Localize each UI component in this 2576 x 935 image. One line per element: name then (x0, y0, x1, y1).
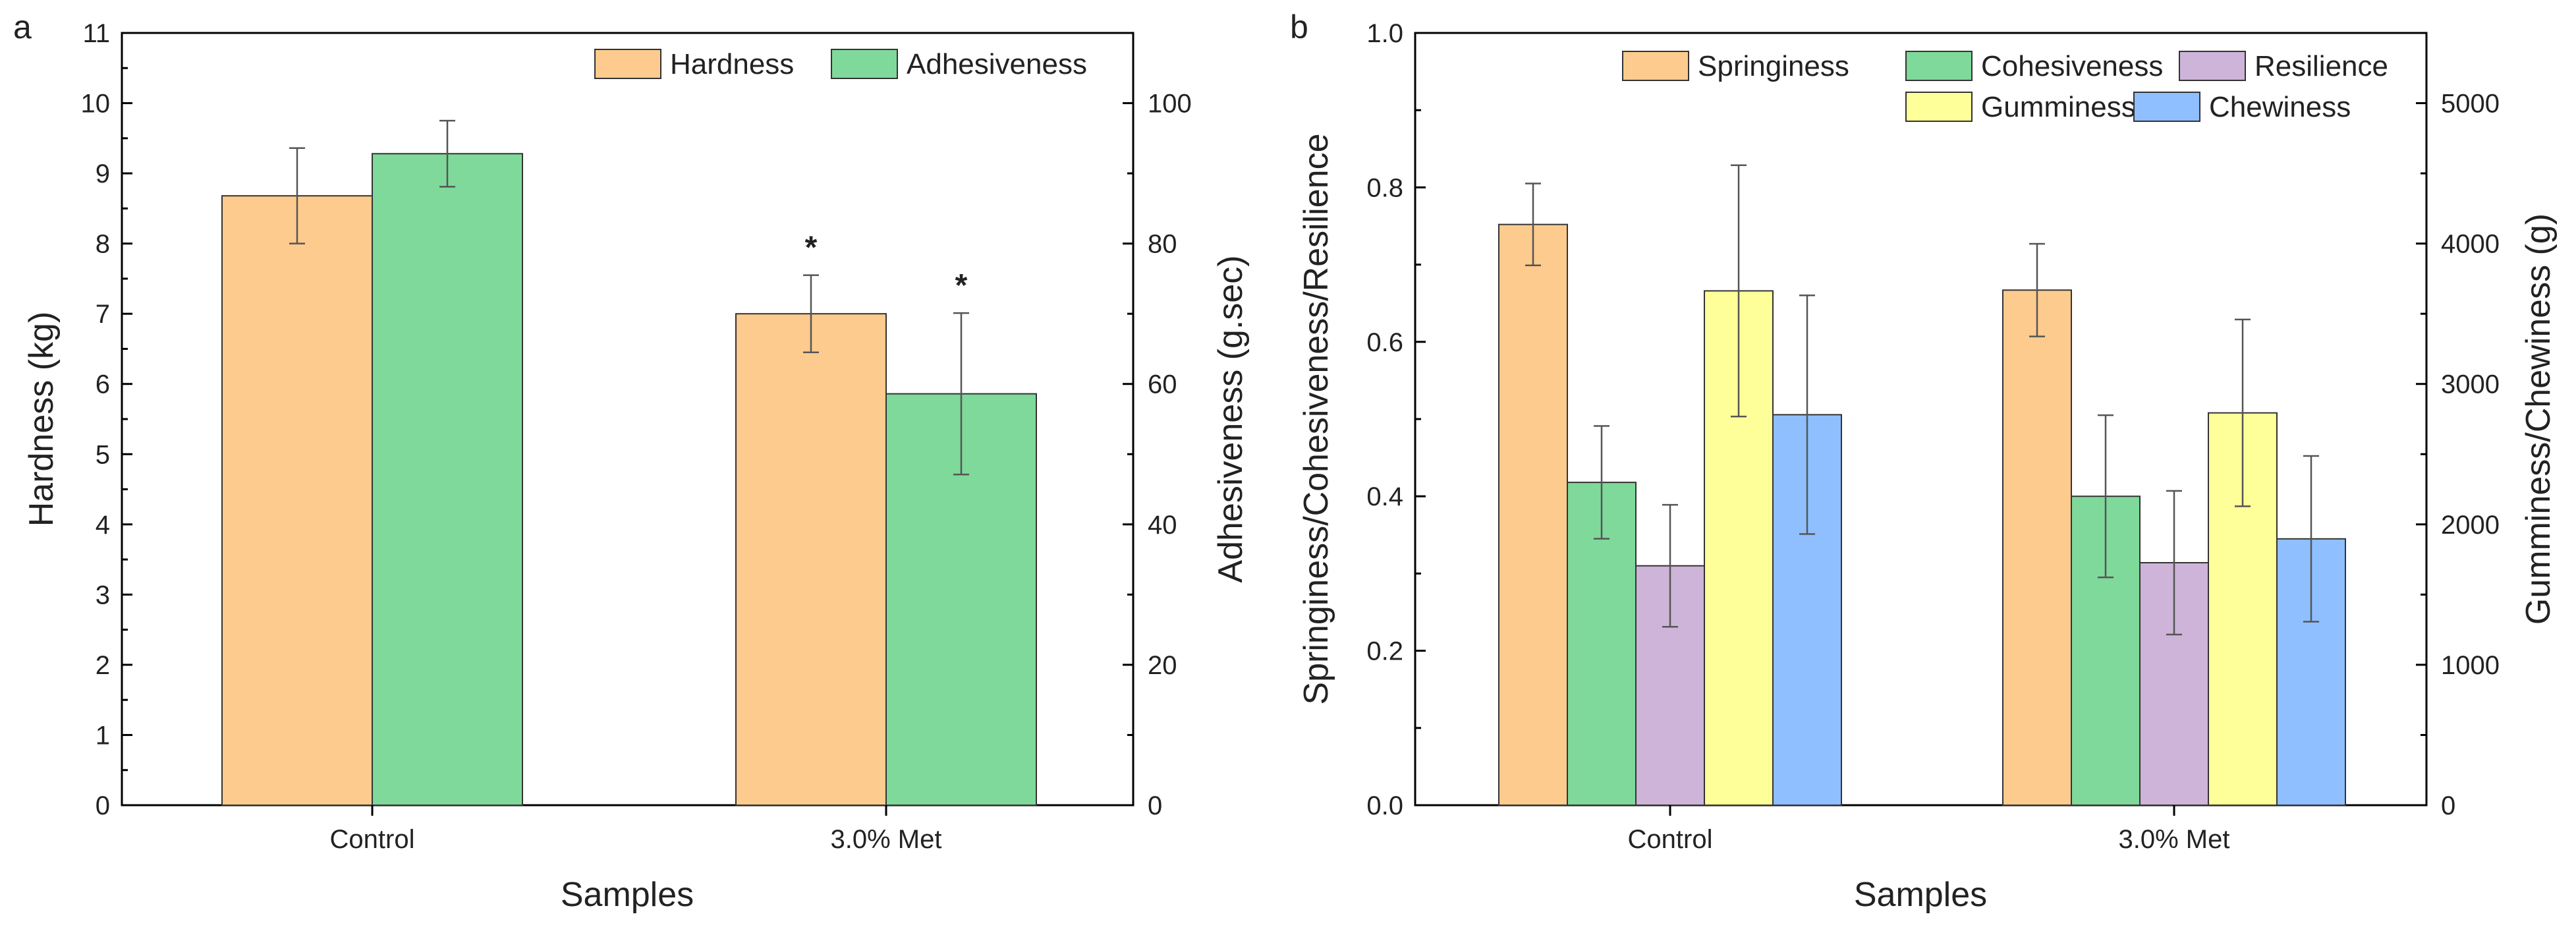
panel-a-legend-label-adhesiveness: Adhesiveness (907, 48, 1087, 80)
panel-b-right-tick-label: 5000 (2441, 90, 2500, 119)
panel-a-left-tick-label: 7 (96, 300, 110, 329)
panel-b-bars (1498, 164, 2346, 806)
panel-a-left-tick-label: 1 (96, 721, 110, 750)
panel-a-significance-mark: * (955, 268, 968, 303)
panel-b-legend-label-resilience: Resilience (2254, 50, 2388, 82)
panel-a-bars: ** (221, 119, 1037, 807)
panel-b-left-tick-label: 0.4 (1366, 482, 1403, 511)
panel-a-ylabel-right: Adhesiveness (g.sec) (1212, 255, 1250, 582)
panel-b-legend-label-springiness: Springiness (1698, 50, 1849, 82)
panel-b-legend-label-cohesiveness: Cohesiveness (1981, 50, 2163, 82)
panel-a-left-tick-label: 9 (96, 159, 110, 188)
panel-a-left-tick-label: 10 (81, 90, 111, 119)
panel-b-legend-swatch-chewiness (2133, 92, 2200, 122)
panel-a-xlabel: Samples (561, 876, 694, 914)
panel-b-legend-swatch-resilience (2179, 51, 2246, 81)
panel-a-right-tick-label: 40 (1148, 511, 1177, 540)
panel-b-legend: Springiness Cohesiveness Resilience Gummine… (1622, 50, 2388, 123)
panel-b-right-tick-label: 3000 (2441, 370, 2500, 399)
panel-a-chart: a Samples Hardness (kg) Adhesiveness (g.… (13, 9, 1250, 914)
panel-a-left-tick-label: 6 (96, 370, 110, 399)
panel-a-legend-label-hardness: Hardness (670, 48, 794, 80)
panel-a-left-tick-label: 11 (82, 19, 110, 48)
panel-a-left-ticks: 0 1 2 3 4 5 6 7 8 9 10 11 (81, 19, 132, 820)
panel-b-right-tick-label: 0 (2441, 791, 2455, 820)
panel-b-right-tick-label: 1000 (2441, 651, 2500, 680)
panel-a-bar-hardness-1 (735, 313, 887, 806)
panel-b-chart: b Samples Springiness/Cohesiveness/Resil… (1290, 9, 2558, 914)
panel-a-legend-swatch-hardness (594, 49, 661, 79)
panel-a-category-label: Control (330, 825, 415, 854)
panel-a-ylabel: Hardness (kg) (22, 312, 61, 527)
panel-a-right-tick-label: 0 (1148, 791, 1162, 820)
panel-b-bar-springiness-1 (2002, 289, 2072, 806)
panel-a-left-tick-label: 4 (96, 511, 110, 540)
panel-a-label: a (13, 9, 32, 45)
panel-b-left-tick-label: 0.6 (1366, 328, 1403, 357)
panel-a-significance-mark: * (805, 231, 818, 266)
panel-a-left-tick-label: 8 (96, 230, 110, 259)
panel-b-legend-swatch-cohesiveness (1905, 51, 1973, 81)
panel-a-left-tick-label: 2 (96, 651, 110, 680)
panel-b-left-tick-label: 0.2 (1366, 637, 1403, 666)
panel-b-label: b (1290, 9, 1308, 45)
panel-a-category-label: 3.0% Met (831, 825, 942, 854)
panel-a-right-tick-label: 80 (1148, 230, 1177, 259)
panel-b-right-ticks: 0 1000 2000 3000 4000 5000 (2416, 90, 2500, 820)
panel-b-right-tick-label: 2000 (2441, 511, 2500, 540)
panel-a-left-tick-label: 0 (96, 791, 110, 820)
panel-b-ylabel: Springiness/Cohesiveness/Resilience (1297, 133, 1335, 704)
panel-b-bar-springiness-0 (1498, 223, 1568, 806)
panel-b-right-tick-label: 4000 (2441, 230, 2500, 259)
panel-a-right-tick-label: 20 (1148, 651, 1177, 680)
panel-a-left-tick-label: 5 (96, 440, 110, 469)
panel-a-right-tick-label: 100 (1148, 90, 1192, 119)
panel-b-left-tick-label: 0.8 (1366, 173, 1403, 202)
panel-a-right-ticks: 0 20 40 60 80 100 (1123, 90, 1192, 820)
panel-b-category-labels: Control 3.0% Met (1628, 805, 2230, 854)
panel-b-legend-swatch-springiness (1622, 51, 1689, 81)
panel-a-category-labels: Control 3.0% Met (330, 805, 942, 854)
panel-b-ylabel-right: Gumminess/Chewiness (g) (2519, 213, 2558, 625)
panel-a-left-tick-label: 3 (96, 581, 110, 609)
panel-b-left-ticks: 0.0 0.2 0.4 0.6 0.8 1.0 (1366, 19, 1426, 820)
panel-b-category-label: 3.0% Met (2119, 825, 2230, 854)
panel-b-left-tick-label: 0.0 (1366, 791, 1403, 820)
panel-a-right-tick-label: 60 (1148, 370, 1177, 399)
panel-b-legend-swatch-gumminess (1905, 92, 1973, 122)
panel-a-bar-hardness-0 (221, 195, 373, 807)
panel-b-legend-label-chewiness: Chewiness (2209, 91, 2351, 123)
panel-a-legend: Hardness Adhesiveness (594, 48, 1087, 80)
panel-a-bar-adhesiveness-0 (372, 153, 523, 806)
panel-b-left-tick-label: 1.0 (1366, 19, 1403, 48)
panel-b-category-label: Control (1628, 825, 1713, 854)
panel-a-legend-swatch-adhesiveness (831, 49, 898, 79)
panel-b-legend-label-gumminess: Gumminess (1981, 91, 2136, 123)
panel-b-xlabel: Samples (1854, 876, 1987, 914)
